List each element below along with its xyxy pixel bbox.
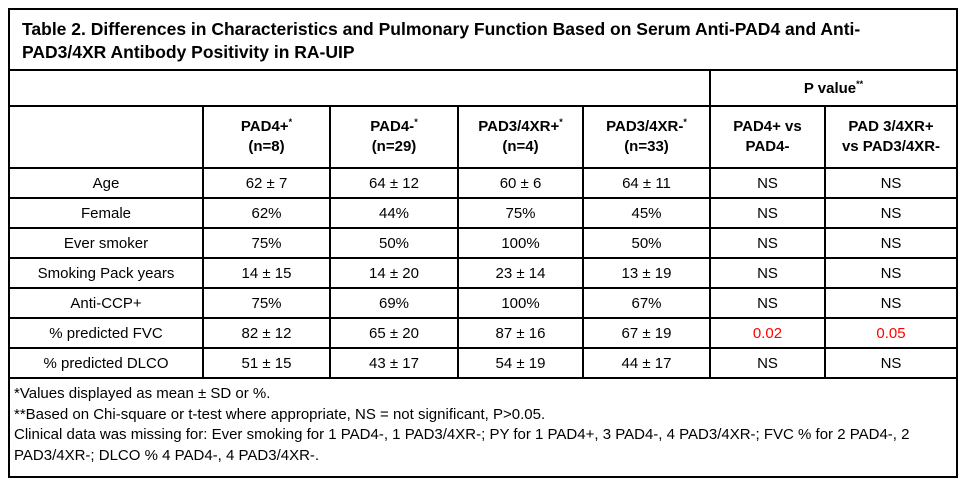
p-value-cell: 0.05 — [825, 318, 956, 349]
row-label: Smoking Pack years — [10, 258, 204, 289]
table-title: Table 2. Differences in Characteristics … — [10, 10, 956, 71]
value-cell: 14 ± 15 — [203, 258, 331, 289]
p-value-cell: NS — [825, 168, 956, 199]
value-cell: 67 ± 19 — [583, 318, 711, 349]
row-label: Ever smoker — [10, 228, 204, 259]
value-cell: 65 ± 20 — [330, 318, 459, 349]
p-value-cell: NS — [710, 348, 826, 379]
table-row-smoking-pack-years: Smoking Pack years 14 ± 15 14 ± 20 23 ± … — [10, 258, 956, 289]
footnote-statistics: **Based on Chi-square or t-test where ap… — [14, 405, 546, 423]
column-header-label: PAD4+ vs — [733, 118, 802, 135]
value-cell: 45% — [583, 198, 711, 229]
p-value-group-header: P value** — [710, 71, 956, 107]
value-cell: 54 ± 19 — [458, 348, 584, 379]
value-cell: 82 ± 12 — [203, 318, 331, 349]
p-value-cell: NS — [710, 168, 826, 199]
column-header-label: PAD3/4XR- — [606, 118, 684, 135]
p-value-cell: NS — [710, 288, 826, 319]
table-row-ever-smoker: Ever smoker 75% 50% 100% 50% NS NS — [10, 228, 956, 259]
column-header-n: (n=8) — [248, 138, 285, 155]
value-cell: 60 ± 6 — [458, 168, 584, 199]
p-value-cell: NS — [710, 198, 826, 229]
p-value-cell: NS — [710, 258, 826, 289]
row-label: % predicted DLCO — [10, 348, 204, 379]
column-header-pad4-positive: PAD4+* (n=8) — [203, 106, 331, 169]
footnote-marker: * — [414, 117, 418, 127]
row-label: Age — [10, 168, 204, 199]
column-header-pad34xr-negative: PAD3/4XR-* (n=33) — [583, 106, 711, 169]
value-cell: 50% — [330, 228, 459, 259]
value-cell: 100% — [458, 288, 584, 319]
value-cell: 50% — [583, 228, 711, 259]
p-value-cell: NS — [825, 228, 956, 259]
value-cell: 23 ± 14 — [458, 258, 584, 289]
footnote-marker: * — [683, 117, 687, 127]
column-header-label: PAD4+ — [240, 118, 289, 135]
column-header-n: (n=29) — [371, 138, 417, 155]
column-header-label: PAD4- — [370, 118, 415, 135]
value-cell: 64 ± 12 — [330, 168, 459, 199]
header-empty-cell — [10, 106, 204, 169]
column-header-n: (n=33) — [624, 138, 669, 155]
table-row-predicted-fvc: % predicted FVC 82 ± 12 65 ± 20 87 ± 16 … — [10, 318, 956, 349]
header-group-row: P value** — [10, 71, 956, 107]
column-header-label: vs PAD3/4XR- — [841, 138, 941, 155]
value-cell: 67% — [583, 288, 711, 319]
column-header-pad4-negative: PAD4-* (n=29) — [330, 106, 459, 169]
value-cell: 43 ± 17 — [330, 348, 459, 379]
value-cell: 62% — [203, 198, 331, 229]
p-value-group-label: P value — [803, 79, 857, 97]
value-cell: 64 ± 11 — [583, 168, 711, 199]
table-row-predicted-dlco: % predicted DLCO 51 ± 15 43 ± 17 54 ± 19… — [10, 348, 956, 379]
value-cell: 75% — [203, 288, 331, 319]
table-row-age: Age 62 ± 7 64 ± 12 60 ± 6 64 ± 11 NS NS — [10, 168, 956, 199]
p-value-cell: NS — [825, 348, 956, 379]
column-header-n: (n=4) — [502, 138, 539, 155]
row-label: % predicted FVC — [10, 318, 204, 349]
column-header-pad34xr-comparison: PAD 3/4XR+ vs PAD3/4XR- — [825, 106, 956, 169]
column-header-pad4-comparison: PAD4+ vs PAD4- — [710, 106, 826, 169]
footnote-values: *Values displayed as mean ± SD or %. — [14, 385, 271, 402]
value-cell: 62 ± 7 — [203, 168, 331, 199]
footnotes: *Values displayed as mean ± SD or %. **B… — [10, 379, 956, 476]
footnote-marker: * — [559, 117, 563, 127]
column-header-pad34xr-positive: PAD3/4XR+* (n=4) — [458, 106, 584, 169]
column-header-label: PAD4- — [745, 138, 790, 155]
table-row-female: Female 62% 44% 75% 45% NS NS — [10, 198, 956, 229]
column-header-row: PAD4+* (n=8) PAD4-* (n=29) PAD3/4XR+* (n=4)… — [10, 106, 956, 169]
value-cell: 44 ± 17 — [583, 348, 711, 379]
p-value-footnote-marker: ** — [856, 78, 864, 89]
value-cell: 13 ± 19 — [583, 258, 711, 289]
value-cell: 75% — [203, 228, 331, 259]
value-cell: 44% — [330, 198, 459, 229]
p-value-cell: NS — [825, 198, 956, 229]
data-table: P value** PAD4+* (n=8) PAD4-* (n=29) PAD3/… — [10, 71, 956, 379]
value-cell: 75% — [458, 198, 584, 229]
value-cell: 51 ± 15 — [203, 348, 331, 379]
value-cell: 69% — [330, 288, 459, 319]
p-value-cell: NS — [825, 288, 956, 319]
table-frame: Table 2. Differences in Characteristics … — [8, 8, 958, 478]
row-label: Female — [10, 198, 204, 229]
header-spacer-cell — [10, 71, 711, 107]
footnote-missing-data: Clinical data was missing for: Ever smok… — [14, 426, 910, 464]
table-row-anti-ccp: Anti-CCP+ 75% 69% 100% 67% NS NS — [10, 288, 956, 319]
value-cell: 14 ± 20 — [330, 258, 459, 289]
footnote-marker: * — [288, 117, 293, 127]
p-value-cell: NS — [825, 258, 956, 289]
p-value-cell: NS — [710, 228, 826, 259]
value-cell: 87 ± 16 — [458, 318, 584, 349]
column-header-label: PAD3/4XR+ — [478, 118, 560, 135]
column-header-label: PAD 3/4XR+ — [848, 118, 934, 135]
row-label: Anti-CCP+ — [10, 288, 204, 319]
p-value-cell: 0.02 — [710, 318, 826, 349]
value-cell: 100% — [458, 228, 584, 259]
